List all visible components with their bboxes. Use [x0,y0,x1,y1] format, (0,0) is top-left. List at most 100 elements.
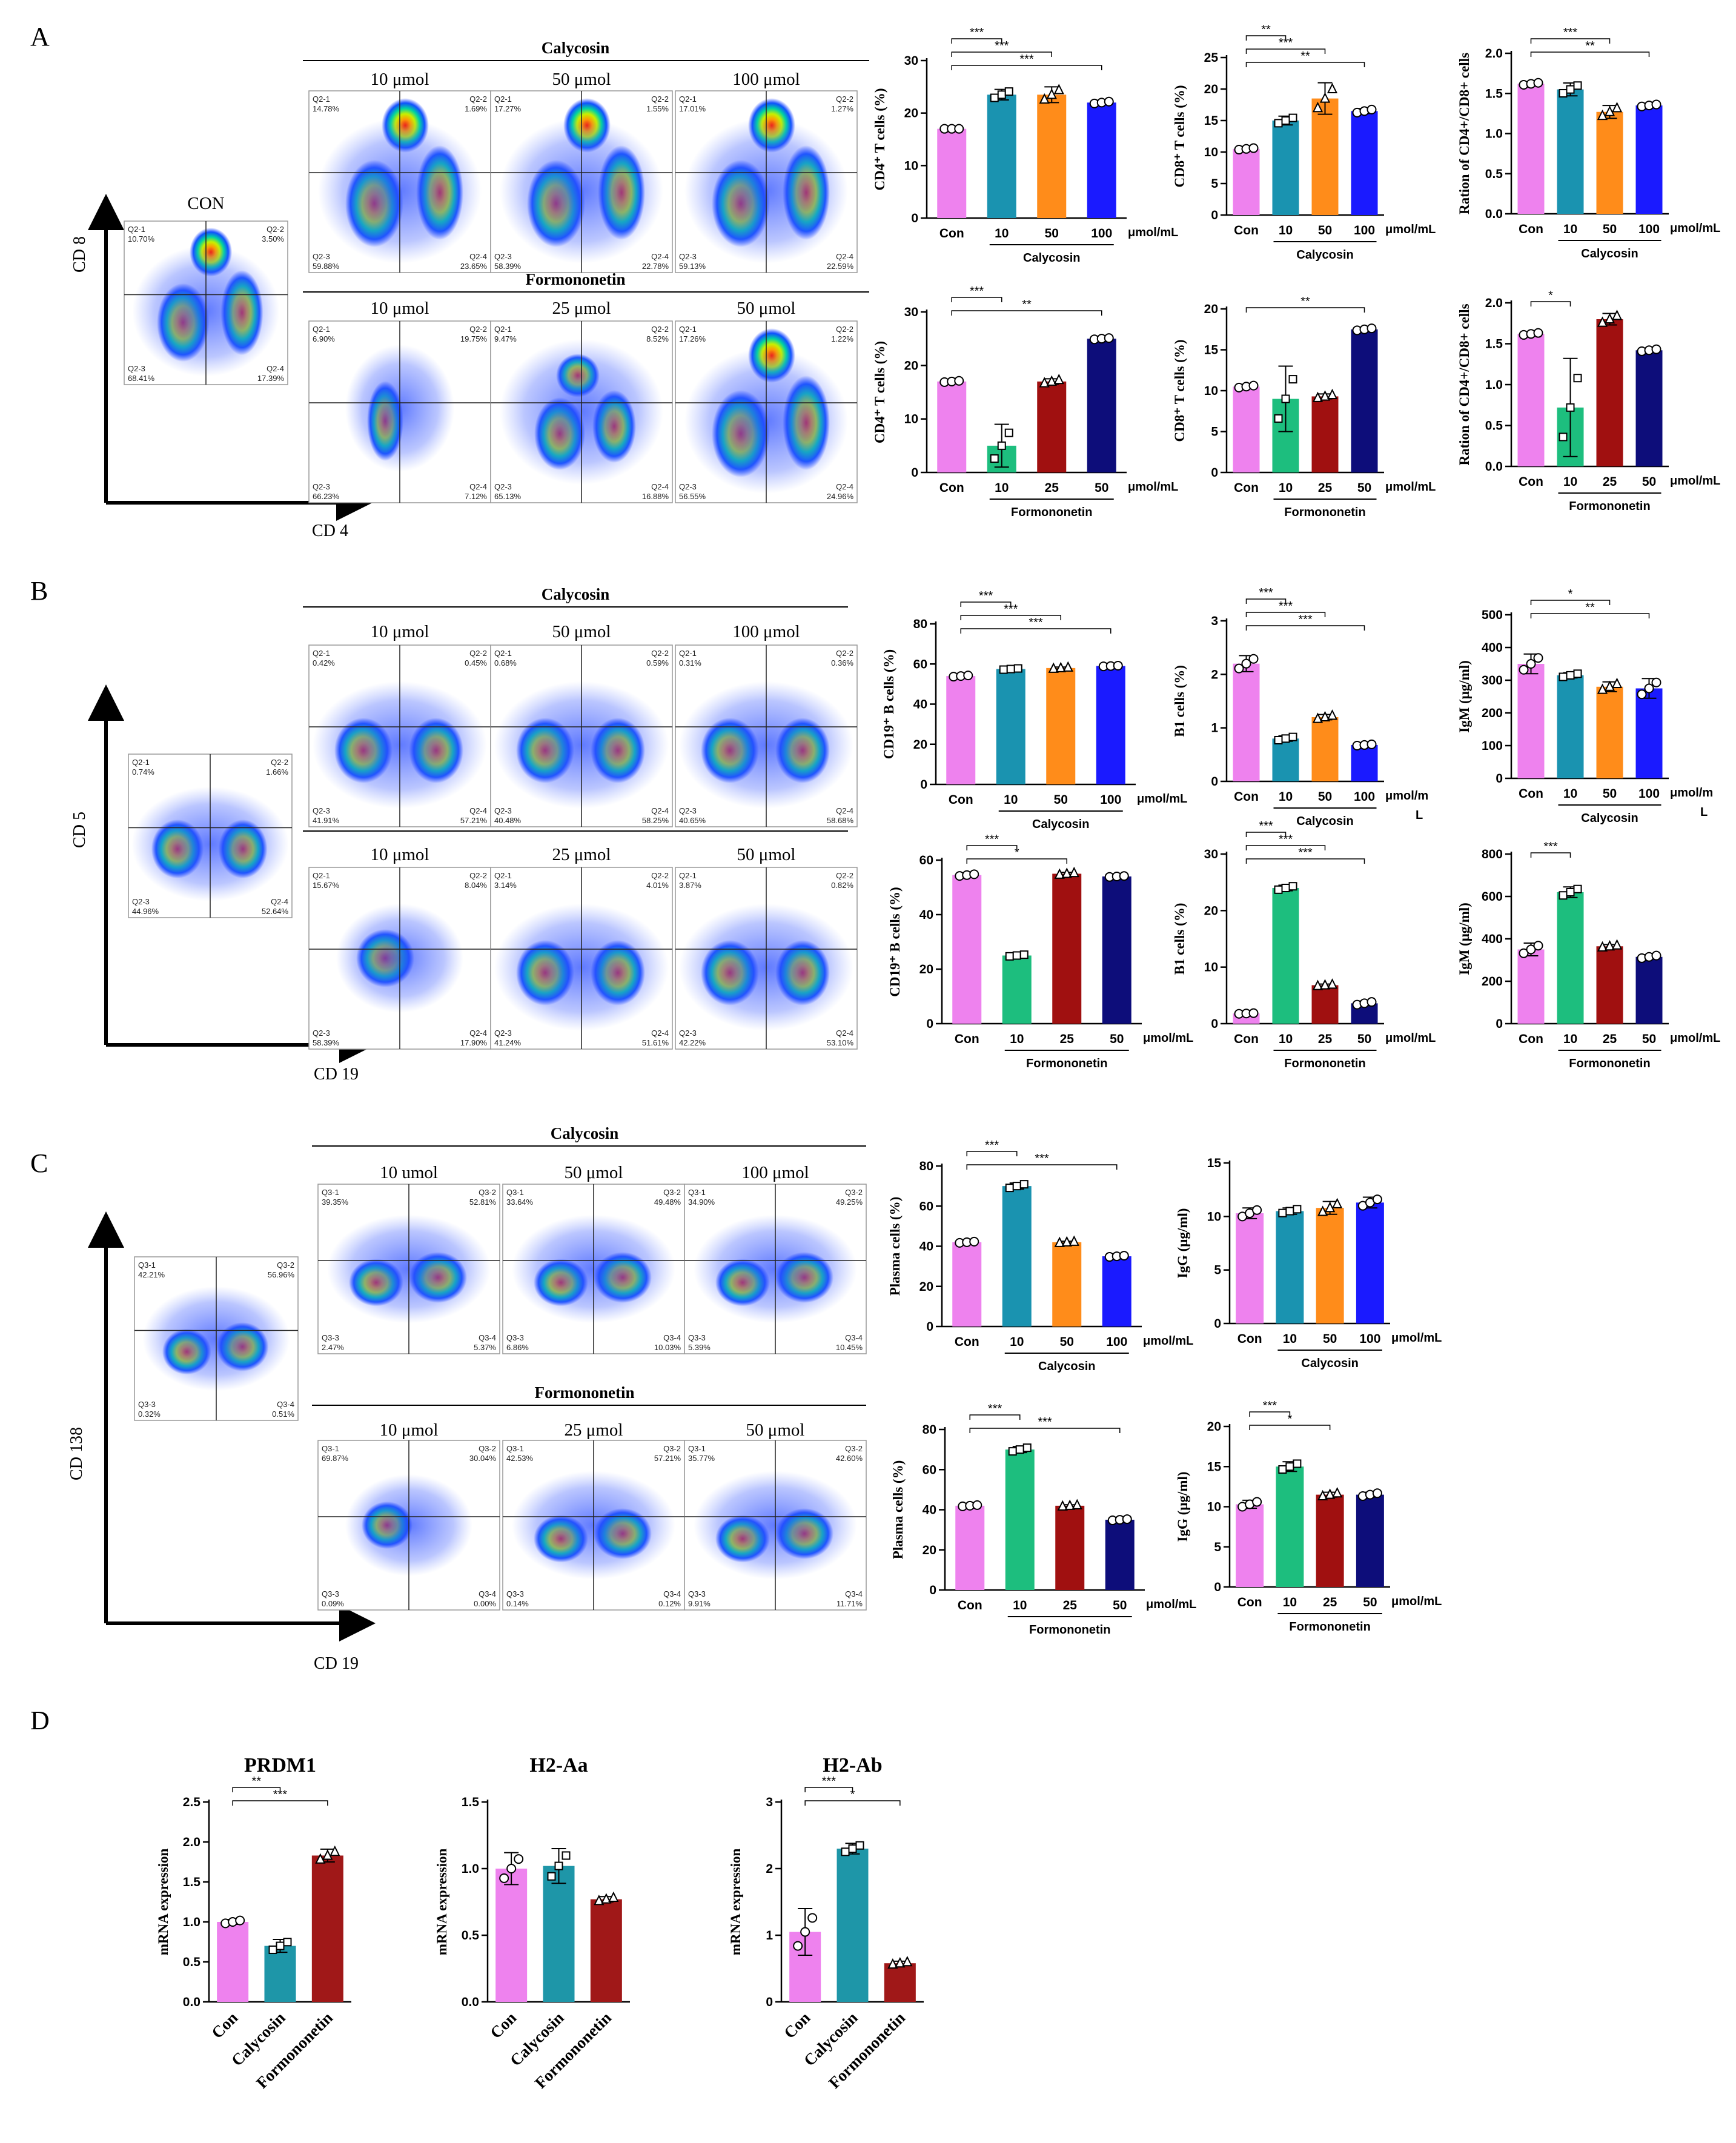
bar [1276,1211,1304,1323]
replicate-point [902,1955,913,1967]
calycosin-conc-label: 100 μmol [732,70,800,89]
y-axis-label: Ration of CD4+/CD8+ cells [1457,53,1472,214]
y-axis-title: CD 138 [67,1427,86,1480]
category-label: Con [1237,1595,1262,1609]
quadrant-label: 42.22% [679,1038,706,1047]
unit-label: μmol/mL [1670,222,1720,235]
replicate-point [1319,390,1331,401]
replicate-point [1012,951,1021,960]
quadrant-label: 33.64% [506,1197,534,1207]
quadrant-label: 0.45% [465,658,487,667]
quadrant-label: 17.90% [460,1038,488,1047]
quadrant-label: Q3-3 [506,1589,524,1598]
significance-bracket [966,858,1067,864]
y-tick-label: 20 [904,359,918,373]
y-tick-label: 0 [911,466,918,480]
replicate-point [1651,99,1661,110]
replicate-point [1327,82,1338,93]
quadrant-label: Q2-1 [313,649,330,658]
unit-label: μmol/mL [1146,1598,1196,1611]
replicate-point [514,1854,524,1864]
formononetin-conc-label: 25 μmol [552,845,611,864]
bar [1356,1202,1384,1323]
calycosin-conc-label: 10 μmol [371,622,429,641]
replicate-point [800,1927,810,1937]
significance-bracket [951,297,1002,302]
replicate-point [1293,1205,1302,1214]
bar [1272,738,1299,781]
replicate-point [855,1841,864,1850]
bar [1311,985,1339,1024]
category-label: 50 [1318,790,1332,804]
significance-bracket [951,38,1002,44]
replicate-point [1054,1236,1065,1247]
quadrant-label: Q2-2 [651,94,669,104]
quadrant-label: Q2-4 [651,252,669,261]
bar [590,1899,622,2002]
replicate-point [1068,866,1079,878]
quadrant-label: 0.14% [506,1599,529,1608]
y-tick-label: 60 [919,853,933,867]
bar [1635,105,1663,214]
replicate-point [1061,867,1072,878]
bar [264,1946,296,2002]
significance-stars: *** [1035,1152,1049,1165]
calycosin-conc-label: 50 μmol [552,70,611,89]
bar [1005,1449,1035,1590]
bar [987,94,1016,218]
group-label: Calycosin [1032,818,1089,831]
replicate-point [1104,96,1114,107]
quadrant-label: Q2-2 [267,225,284,234]
replicate-point [1039,377,1050,388]
y-tick-label: 1 [766,1929,773,1943]
replicate-point [1573,81,1582,90]
replicate-point [1526,944,1536,955]
quadrant-label: 1.22% [831,334,853,343]
quadrant-label: 23.65% [460,262,488,271]
replicate-point [990,454,999,463]
bar [1096,666,1125,784]
replicate-point [807,1913,818,1923]
quadrant-label: Q2-3 [494,806,512,815]
flow-plot-con: Q2-10.74% Q2-21.66% Q2-344.96% Q2-452.64% [128,754,293,918]
significance-stars: * [1287,1413,1292,1426]
quadrant-label: Q3-2 [277,1260,294,1270]
quadrant-label: Q3-2 [479,1444,496,1453]
replicate-point [1288,113,1297,122]
quadrant-label: Q3-3 [138,1400,156,1409]
significance-bracket [1530,613,1650,618]
formononetin-conc-label: 10 μmol [380,1420,439,1440]
significance-stars: *** [1029,616,1043,629]
quadrant-label: Q2-4 [271,897,288,906]
replicate-point [499,1873,509,1883]
y-tick-label: 10 [904,159,918,173]
chart-C-for-plasma: 0 20 40 60 80 Plasma cells (%) Con 10 25 50 μmol/m… [890,1402,1196,1637]
category-label: 100 [1359,1332,1380,1346]
quadrant-label: 59.88% [313,262,340,271]
y-tick-label: 0 [1496,772,1503,786]
significance-stars: *** [273,1788,288,1801]
replicate-point [1573,669,1582,678]
formononetin-conc-label: 25 μmol [552,299,611,318]
chart-A-for-ratio: 0.0 0.5 1.0 1.5 2.0 Ration of CD4+/CD8+ cells… [1457,289,1720,513]
quadrant-label: 52.81% [469,1197,497,1207]
quadrant-label: Q2-3 [313,482,330,491]
bar [1635,956,1663,1024]
replicate-point [1319,979,1331,990]
group-label: Calycosin [1296,248,1353,262]
y-tick-label: 0 [1211,775,1218,789]
replicate-point [1278,1465,1287,1474]
replicate-point [1008,1447,1017,1456]
quadrant-label: Q2-4 [469,252,487,261]
quadrant-label: 10.03% [654,1343,681,1352]
replicate-point [608,1891,619,1902]
replicate-point [1274,885,1283,894]
formononetin-conc-label: 50 μmol [746,1420,805,1440]
category-label: 50 [1045,227,1059,240]
category-label: 10 [1563,1032,1577,1046]
replicate-point [235,1915,245,1926]
replicate-point [1048,662,1059,673]
flow-panel-a: CD 8CD 4CONQ2-110.70%Q2-23.50%Q2-368.41%… [70,39,869,540]
y-tick-label: 1.0 [1485,127,1503,141]
bar [1233,148,1260,215]
